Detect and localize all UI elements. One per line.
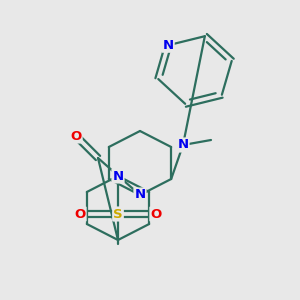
Text: N: N	[177, 139, 189, 152]
Text: O: O	[74, 208, 86, 220]
Text: N: N	[134, 188, 146, 202]
Text: S: S	[113, 208, 123, 220]
Text: O: O	[70, 130, 82, 142]
Text: O: O	[150, 208, 162, 220]
Text: N: N	[112, 169, 124, 182]
Text: N: N	[163, 39, 174, 52]
